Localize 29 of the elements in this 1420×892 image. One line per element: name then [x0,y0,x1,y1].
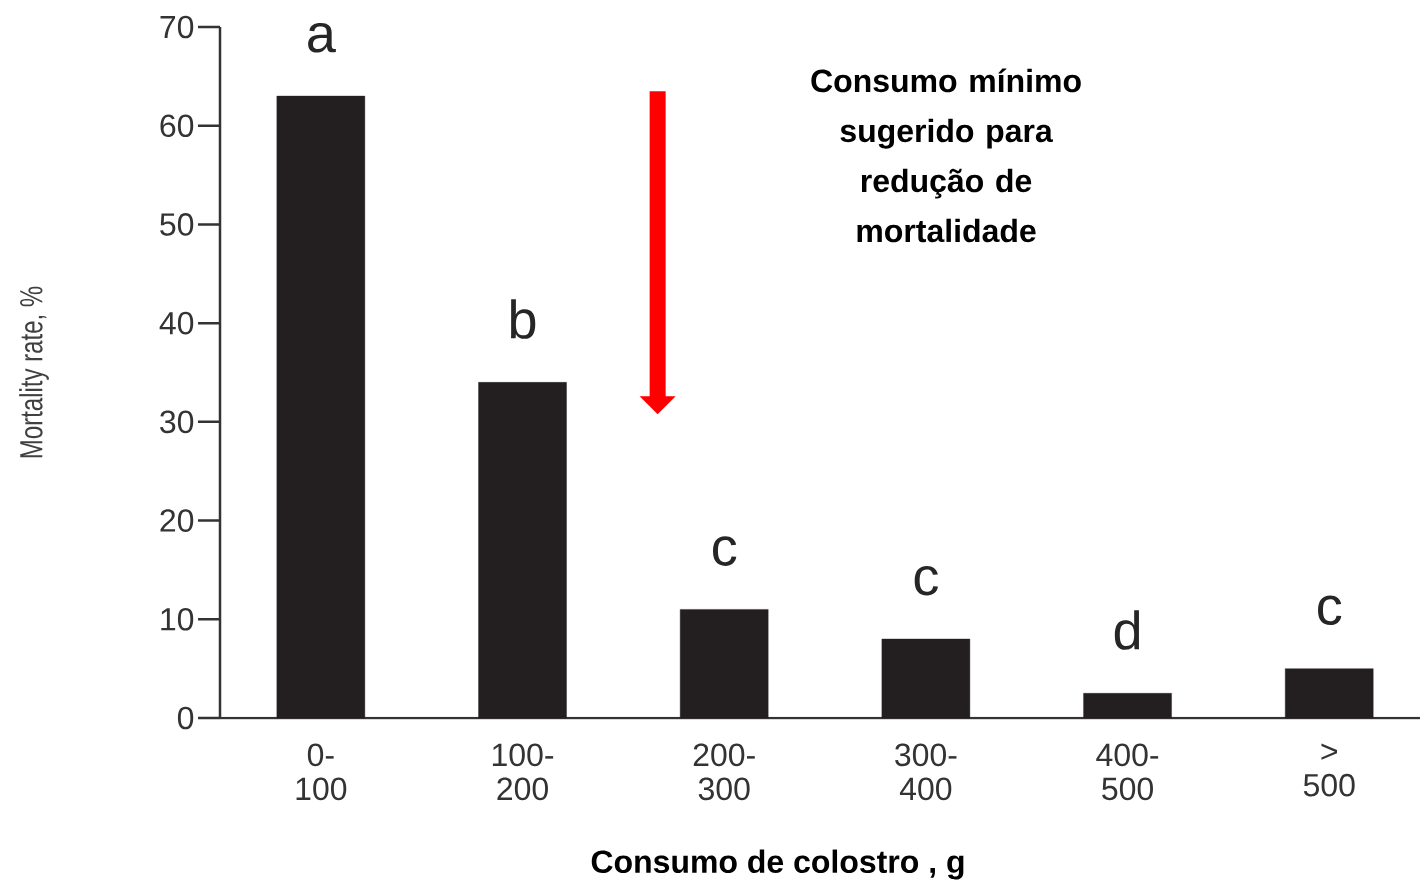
annotation: c [1318,595,1342,626]
y-tick-label: 40 [159,311,194,335]
annotation: c [712,536,737,566]
x-tick-label: 100- 200 [492,743,554,801]
y-tick-label: 20 [160,509,194,532]
x-tick-label: 300- 400 [895,743,957,801]
x-tick-label: 200- 300 [693,743,755,801]
annotation: Consumo mínimo sugerido para redução de mortalidade [811,68,1081,243]
y-tick-label: 60 [160,114,194,138]
bar [680,609,769,719]
bar [1285,668,1374,719]
y-tick-label: 30 [160,410,194,434]
y-axis-title: Mortality rate, % [19,286,49,458]
annotation: c [914,565,938,596]
y-tick-label: 0 [177,706,194,730]
x-tick-label: > 500 [1303,743,1355,797]
bar [1083,693,1172,719]
annotation: a [308,22,336,53]
x-tick-label: 400- 500 [1096,743,1159,801]
x-axis-title: Consumo de colostro , g [591,849,964,880]
bar [881,638,971,719]
annotation: b [510,299,536,339]
y-tick-label: 50 [160,213,194,236]
bar [276,95,366,719]
y-tick-label: 10 [161,607,194,631]
y-tick-label: 70 [160,15,194,39]
annotation: d [1114,610,1140,650]
x-tick-label: 0- 100 [296,743,347,801]
bar [478,382,567,719]
